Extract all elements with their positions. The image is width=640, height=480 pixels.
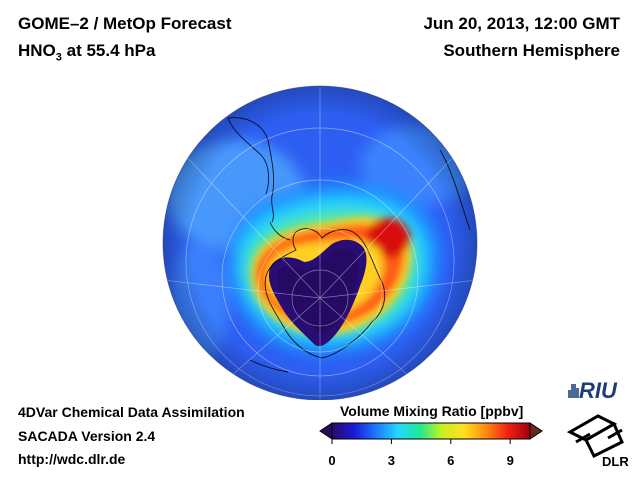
title-subscript: 3 [55, 51, 62, 64]
footer-line2: SACADA Version 2.4 [18, 428, 156, 444]
title-hno: HNO [18, 41, 56, 60]
title-rest: at 55.4 hPa [61, 41, 156, 60]
colorbar-title: Volume Mixing Ratio [ppbv] [340, 403, 524, 419]
colorbar-over-arrow [529, 422, 543, 440]
title-line1: GOME–2 / MetOp Forecast [18, 14, 232, 33]
hno3-polar-map [162, 85, 478, 400]
riu-logo-text: RIU [579, 378, 618, 403]
colorbar-tick-label: 0 [328, 453, 336, 468]
forecast-date: Jun 20, 2013, 12:00 GMT [423, 14, 620, 33]
globe-disc [163, 86, 477, 400]
footer-line1: 4DVar Chemical Data Assimilation [18, 404, 245, 420]
colorbar-under-arrow [319, 422, 333, 440]
title-line2: HNO3 at 55.4 hPa [18, 42, 155, 63]
colorbar-tick-label: 9 [506, 453, 514, 468]
dlr-logo-text: DLR [602, 454, 629, 468]
colorbar-tick-label: 6 [447, 453, 455, 468]
riu-logo: RIU [568, 378, 618, 403]
footer-url[interactable]: http://wdc.dlr.de [18, 451, 126, 467]
dlr-logo: DLR [566, 414, 629, 468]
colorbar-tick-label: 3 [387, 453, 396, 468]
colorbar-gradient [331, 422, 531, 440]
region-label: Southern Hemisphere [443, 41, 620, 60]
